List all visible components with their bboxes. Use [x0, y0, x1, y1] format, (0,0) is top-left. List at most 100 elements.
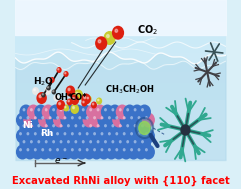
Circle shape: [127, 145, 140, 160]
Circle shape: [75, 129, 88, 143]
Circle shape: [82, 124, 85, 127]
Circle shape: [134, 129, 147, 143]
Circle shape: [89, 124, 92, 127]
Circle shape: [53, 145, 66, 160]
Circle shape: [93, 132, 96, 135]
Circle shape: [52, 124, 55, 127]
Circle shape: [86, 148, 89, 151]
Circle shape: [91, 101, 97, 108]
Circle shape: [71, 132, 74, 135]
Circle shape: [23, 112, 36, 128]
Text: CO*: CO*: [69, 92, 87, 101]
Circle shape: [45, 108, 48, 111]
Circle shape: [32, 87, 39, 95]
Circle shape: [141, 140, 144, 143]
Circle shape: [30, 124, 33, 127]
Circle shape: [101, 136, 114, 152]
Circle shape: [108, 105, 121, 119]
Circle shape: [112, 112, 125, 128]
Circle shape: [34, 136, 47, 152]
Circle shape: [123, 148, 126, 151]
Circle shape: [20, 121, 33, 136]
Circle shape: [78, 116, 81, 119]
Circle shape: [107, 35, 109, 38]
Text: H$_2$O: H$_2$O: [33, 76, 54, 88]
Circle shape: [130, 148, 133, 151]
Circle shape: [19, 148, 22, 151]
Circle shape: [74, 90, 83, 101]
Circle shape: [38, 112, 51, 128]
Circle shape: [16, 112, 29, 128]
Circle shape: [64, 116, 66, 119]
Circle shape: [70, 95, 79, 105]
Circle shape: [90, 112, 103, 128]
Circle shape: [136, 118, 153, 138]
Circle shape: [127, 112, 140, 128]
Circle shape: [39, 95, 41, 98]
Circle shape: [138, 105, 151, 119]
Text: Excavated RhNi alloy with {110} facet: Excavated RhNi alloy with {110} facet: [12, 176, 229, 186]
Circle shape: [63, 105, 69, 112]
Circle shape: [119, 124, 122, 127]
Circle shape: [73, 98, 74, 100]
Circle shape: [71, 121, 84, 136]
Circle shape: [97, 108, 100, 111]
Circle shape: [93, 148, 96, 151]
Circle shape: [54, 94, 60, 101]
Circle shape: [56, 105, 69, 119]
Circle shape: [36, 92, 47, 104]
Circle shape: [56, 67, 62, 73]
Circle shape: [46, 129, 59, 143]
Circle shape: [34, 116, 37, 119]
Circle shape: [123, 105, 136, 119]
Circle shape: [60, 129, 74, 143]
Circle shape: [71, 116, 74, 119]
Circle shape: [120, 112, 133, 128]
Circle shape: [71, 136, 84, 152]
Circle shape: [123, 132, 126, 135]
Circle shape: [38, 129, 51, 143]
Circle shape: [126, 108, 129, 111]
Circle shape: [96, 98, 102, 105]
Circle shape: [94, 121, 107, 136]
Circle shape: [27, 132, 29, 135]
Circle shape: [42, 121, 55, 136]
Circle shape: [131, 105, 144, 119]
Circle shape: [30, 108, 33, 111]
Circle shape: [78, 148, 81, 151]
Circle shape: [41, 116, 44, 119]
Circle shape: [41, 92, 46, 98]
Circle shape: [105, 112, 118, 128]
Text: $e^-$: $e^-$: [54, 156, 68, 166]
Circle shape: [56, 148, 59, 151]
Circle shape: [67, 140, 70, 143]
Circle shape: [49, 121, 62, 136]
Circle shape: [134, 124, 137, 127]
Circle shape: [45, 124, 48, 127]
Circle shape: [71, 148, 74, 151]
Circle shape: [108, 116, 111, 119]
Circle shape: [52, 108, 55, 111]
Circle shape: [98, 40, 101, 43]
Circle shape: [20, 105, 33, 119]
Circle shape: [47, 87, 48, 88]
Circle shape: [86, 136, 99, 152]
Circle shape: [131, 136, 144, 152]
Circle shape: [139, 122, 150, 135]
Circle shape: [81, 99, 87, 106]
Circle shape: [37, 108, 40, 111]
Circle shape: [49, 105, 62, 119]
Circle shape: [112, 129, 125, 143]
Circle shape: [142, 145, 155, 160]
Circle shape: [60, 108, 62, 111]
Text: Ni: Ni: [22, 121, 33, 129]
Circle shape: [86, 105, 99, 119]
Circle shape: [27, 136, 40, 152]
Circle shape: [19, 116, 22, 119]
Circle shape: [116, 136, 129, 152]
Circle shape: [98, 99, 99, 101]
Circle shape: [75, 145, 88, 160]
Circle shape: [119, 140, 122, 143]
Circle shape: [141, 124, 144, 127]
Circle shape: [145, 116, 148, 119]
